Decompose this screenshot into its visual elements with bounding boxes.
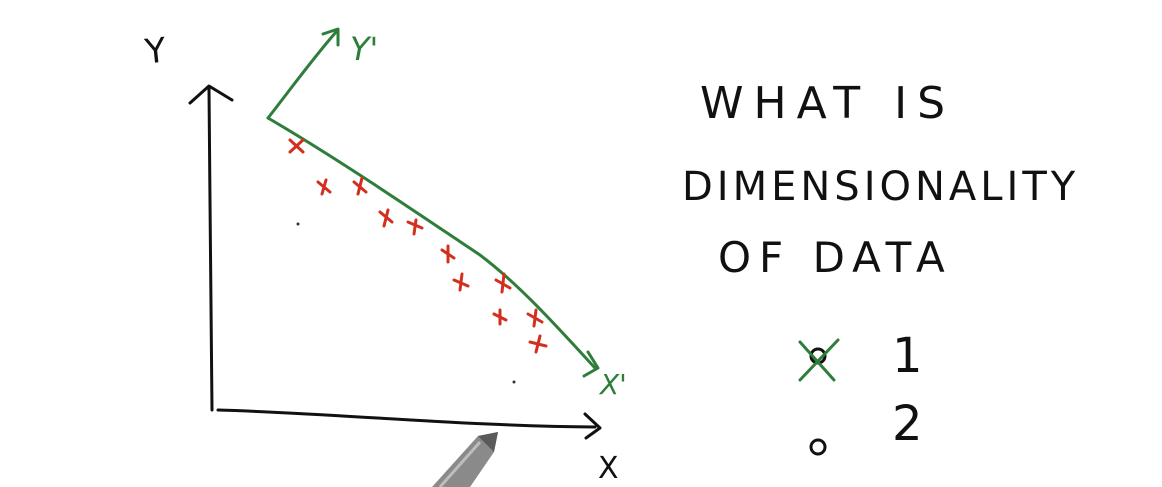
data-point (352, 176, 368, 196)
x-axis-arrowhead (583, 412, 602, 440)
stray-dot (512, 380, 516, 384)
x-axis-line (216, 408, 597, 429)
data-point (452, 272, 470, 292)
question-line-1: WHAT IS (700, 78, 955, 129)
x-prime-axis-line (266, 116, 597, 370)
radio-option-2[interactable] (809, 438, 827, 456)
answer-option-2[interactable]: 2 (809, 396, 923, 456)
y-prime-arrowhead (321, 27, 340, 47)
y-axis-line (207, 86, 214, 412)
data-point (288, 138, 305, 154)
question-line-3: OF DATA (718, 233, 953, 282)
option-2-label: 2 (892, 396, 923, 452)
x-axis-label: X (598, 451, 619, 486)
data-point (316, 178, 332, 196)
check-mark-icon (798, 338, 840, 382)
y-prime-axis-line (266, 30, 338, 120)
y-axis-label: Y (142, 30, 168, 72)
data-points (288, 138, 548, 354)
question: WHAT IS DIMENSIONALITY OF DATA (682, 78, 1079, 282)
question-line-2: DIMENSIONALITY (682, 164, 1079, 210)
original-axes (188, 84, 602, 440)
data-point (494, 272, 512, 294)
stray-dot (296, 222, 300, 226)
data-point (378, 208, 394, 228)
data-point (526, 308, 544, 328)
option-1-label: 1 (892, 328, 923, 384)
answer-option-1[interactable]: 1 (798, 328, 923, 384)
data-point (492, 308, 508, 326)
data-point (528, 334, 548, 354)
x-prime-arrowhead (582, 350, 600, 378)
y-prime-label: Y' (350, 30, 378, 68)
x-prime-label: X' (598, 368, 627, 401)
y-axis-arrowhead (188, 84, 234, 105)
principal-axes (266, 27, 600, 378)
data-point (406, 218, 424, 236)
data-point (440, 244, 456, 264)
pen-tip-icon (432, 432, 498, 487)
